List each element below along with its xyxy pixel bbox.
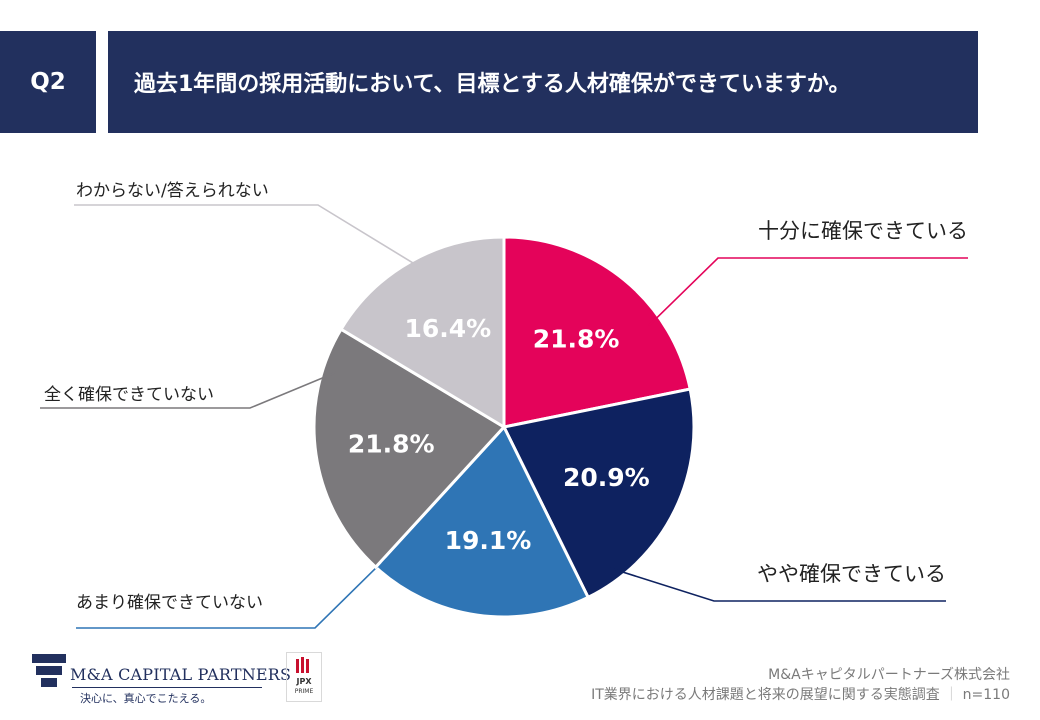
- question-title-bar: 過去1年間の採用活動において、目標とする人材確保ができていますか。: [108, 31, 978, 133]
- slice-value-label: 21.8%: [533, 325, 620, 354]
- slice-value-label: 20.9%: [563, 463, 650, 492]
- leader-line: [648, 257, 968, 327]
- jpx-prime-text: PRIME: [294, 688, 314, 695]
- logo-divider: [72, 687, 262, 688]
- jpx-mark-icon: [296, 657, 309, 673]
- company-logo-name: M&A CAPITAL PARTNERS: [70, 665, 292, 684]
- company-logo-icon: [32, 654, 66, 687]
- slice-category-label: わからない/答えられない: [76, 181, 269, 201]
- pie-slice: [312, 327, 507, 570]
- jpx-prime-logo: JPX PRIME: [286, 652, 322, 702]
- question-label: Q2: [30, 69, 66, 95]
- footer-survey-line: IT業界における人材課題と将来の展望に関する実態調査 ｜ n=110: [591, 687, 1010, 703]
- slice-category-label: あまり確保できていない: [76, 593, 263, 613]
- slice-value-label: 19.1%: [445, 526, 532, 555]
- question-title: 過去1年間の採用活動において、目標とする人材確保ができていますか。: [134, 72, 851, 97]
- slice-category-label: やや確保できている: [757, 562, 946, 586]
- pie-slice: [502, 235, 692, 429]
- slice-category-label: 十分に確保できている: [758, 219, 968, 243]
- leader-line: [74, 204, 425, 271]
- footer-company: M&Aキャピタルパートナーズ株式会社: [768, 667, 1010, 683]
- pie-slice: [501, 387, 696, 600]
- leader-line: [610, 567, 946, 602]
- pie-slice: [373, 424, 591, 619]
- question-badge: Q2: [0, 31, 96, 133]
- leader-line: [40, 371, 337, 409]
- jpx-text: JPX: [296, 677, 312, 686]
- footer-survey: IT業界における人材課題と将来の展望に関する実態調査: [591, 687, 940, 703]
- slice-category-label: 全く確保できていない: [44, 385, 214, 405]
- slice-value-label: 16.4%: [404, 314, 491, 343]
- company-tagline: 決心に、真心でこたえる。: [80, 692, 212, 705]
- slice-value-label: 21.8%: [348, 429, 435, 458]
- footer-sample: n=110: [962, 687, 1010, 703]
- leader-line: [76, 557, 387, 629]
